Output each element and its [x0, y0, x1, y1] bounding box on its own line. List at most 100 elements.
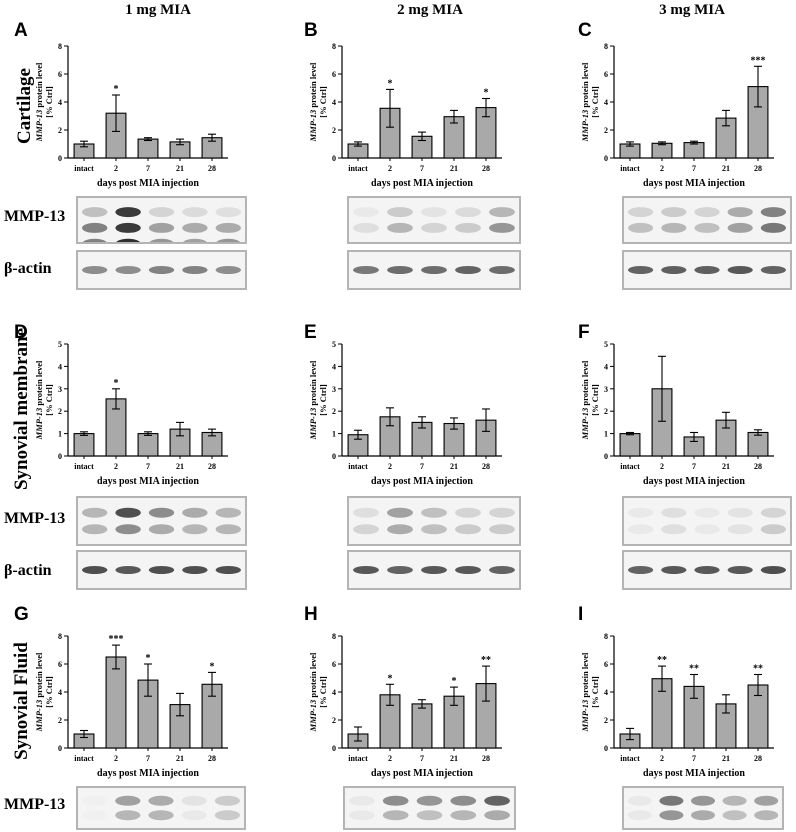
y-tick-label: 5 [58, 340, 62, 349]
blot-band [694, 222, 720, 233]
y-tick-label: 1 [332, 430, 336, 439]
x-axis-label: days post MIA injection [643, 178, 745, 189]
blot-band [484, 810, 510, 821]
blot-band [182, 266, 208, 274]
blot-band [754, 810, 779, 821]
x-tick-label: 2 [388, 754, 392, 763]
y-tick-label: 8 [58, 42, 62, 51]
y-tick-label: 8 [604, 42, 608, 51]
significance-marker: * [388, 78, 393, 89]
y-tick-label: 3 [604, 385, 608, 394]
blot-band [215, 266, 241, 274]
western-blot-mmp13-c [622, 196, 792, 244]
y-axis-label-unit: [% Ctrl] [590, 86, 600, 118]
blot-label-actin-membrane: β-actin [4, 562, 52, 579]
blot-band [489, 566, 515, 574]
y-axis-label: MMP-13 protein level [34, 360, 44, 440]
blot-band [115, 795, 141, 806]
blot-band [661, 524, 687, 535]
x-tick-label: 21 [722, 754, 730, 763]
y-tick-label: 3 [332, 385, 336, 394]
blot-band [727, 507, 753, 518]
panel-letter-h: H [304, 604, 318, 625]
blot-label-mmp13-fluid: MMP-13 [4, 796, 66, 813]
significance-marker: ** [689, 664, 699, 675]
plot-area: 0 1 2 3 4 5 intact 2 7 21 28 days post MIA injectio… [308, 340, 502, 487]
significance-marker: * [146, 653, 151, 664]
blot-band [116, 238, 140, 242]
blot-band [489, 222, 515, 233]
blot-band [181, 795, 207, 806]
y-axis-label-rest: protein level [580, 62, 590, 110]
y-axis-label-italic: MMP-13 [580, 699, 590, 732]
blot-band [353, 207, 379, 218]
blot-bands [353, 566, 515, 574]
blot-band [387, 507, 413, 518]
y-tick-label: 0 [58, 744, 62, 753]
blot-band [214, 795, 241, 806]
x-tick-label: 7 [692, 164, 696, 173]
blot-band [627, 507, 654, 518]
blot-band [627, 524, 654, 535]
y-axis-label-rest: protein level [308, 652, 318, 700]
panel-letter-d: D [14, 322, 28, 343]
x-axis-label: days post MIA injection [371, 768, 473, 779]
x-tick-label: 28 [208, 462, 216, 471]
blot-band [421, 566, 447, 574]
blot-band [382, 795, 409, 806]
x-tick-label: intact [74, 462, 94, 471]
blot-band [727, 524, 753, 535]
blot-band [181, 810, 207, 821]
y-axis-label-unit: [% Ctrl] [590, 676, 600, 708]
blot-bands [353, 507, 515, 535]
y-tick-label: 2 [58, 716, 62, 725]
blot-band [214, 810, 241, 821]
y-axis-label-italic: MMP-13 [34, 109, 44, 142]
x-tick-label: intact [74, 754, 94, 763]
blot-band [182, 507, 208, 518]
blot-band [353, 566, 379, 574]
blot-band [387, 266, 413, 274]
y-axis-label: MMP-13 protein level [308, 360, 318, 440]
y-tick-label: 2 [332, 716, 336, 725]
y-axis-label-rest: protein level [580, 652, 590, 700]
blot-label-mmp13-cartilage: MMP-13 [4, 208, 66, 225]
x-tick-label: 2 [114, 164, 118, 173]
significance-marker: * [452, 676, 457, 687]
chart-panel-h: 0 2 4 6 8 intact 2 * 7 21 * 28 ** days post MIA injec… [308, 632, 502, 779]
blot-band [722, 810, 747, 821]
western-blot-actin-a [76, 250, 247, 290]
blot-band [659, 795, 684, 806]
y-tick-label: 0 [332, 452, 336, 461]
x-axis-label: days post MIA injection [97, 476, 199, 487]
significance-marker: ** [657, 655, 667, 666]
x-tick-label: intact [620, 462, 640, 471]
y-tick-label: 4 [58, 688, 62, 697]
significance-marker: ** [753, 664, 763, 675]
y-axis-label: MMP-13 protein level [580, 360, 590, 440]
y-axis-label-italic: MMP-13 [308, 407, 318, 440]
x-axis-label: days post MIA injection [97, 178, 199, 189]
blot-band [455, 524, 481, 535]
blot-bands [353, 207, 515, 233]
y-tick-label: 3 [58, 385, 62, 394]
y-tick-label: 2 [604, 407, 608, 416]
blot-band [661, 207, 687, 218]
x-tick-label: 2 [388, 164, 392, 173]
significance-marker: * [114, 378, 119, 389]
x-axis-label: days post MIA injection [371, 178, 473, 189]
bar [137, 433, 159, 457]
blot-bands [627, 507, 787, 535]
plot-area: 0 1 2 3 4 5 intact 2 * 7 21 28 days post MIA injecti… [34, 340, 228, 487]
x-tick-label: 2 [388, 462, 392, 471]
y-tick-label: 8 [332, 42, 336, 51]
western-blot-mmp13-d [76, 496, 247, 546]
bar [137, 138, 159, 159]
bar [683, 142, 705, 159]
blot-bands [82, 266, 241, 274]
blot-bands [82, 207, 241, 242]
y-tick-label: 4 [604, 98, 608, 107]
x-tick-label: 21 [722, 462, 730, 471]
blot-band [627, 222, 654, 233]
y-axis-label: MMP-13 protein level [580, 62, 590, 142]
